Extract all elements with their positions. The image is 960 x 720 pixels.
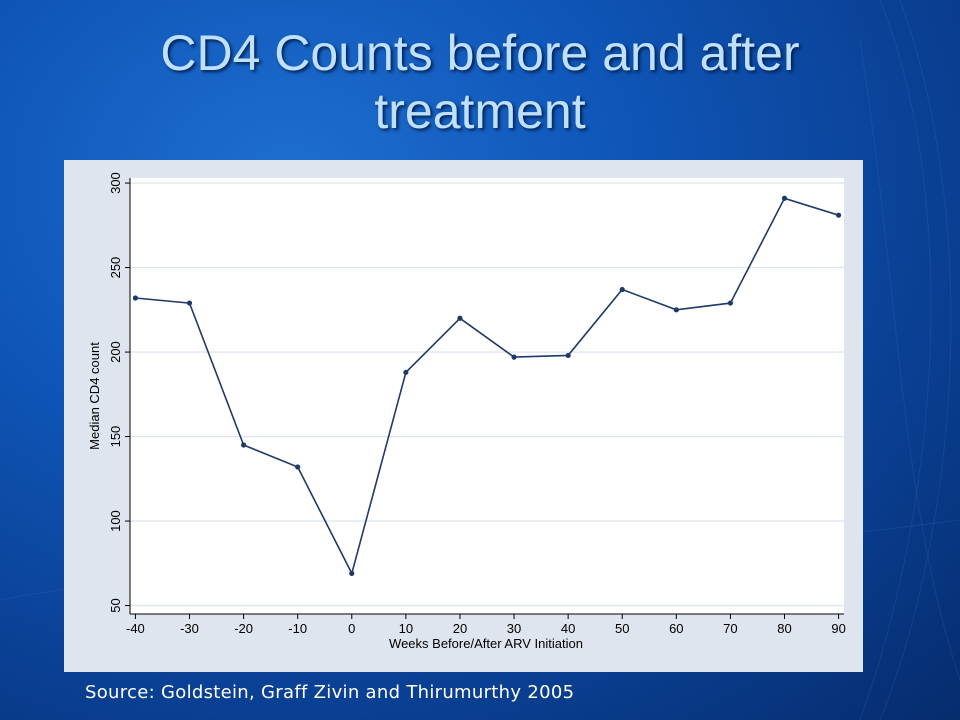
data-point bbox=[835, 212, 842, 218]
x-tick-label: 0 bbox=[348, 621, 355, 636]
x-tick-label: 20 bbox=[453, 621, 467, 636]
slide-title: CD4 Counts before and after treatment bbox=[60, 24, 900, 140]
y-tick-label: 100 bbox=[108, 510, 123, 532]
data-point bbox=[403, 369, 409, 375]
y-tick-label: 200 bbox=[108, 341, 123, 363]
data-point bbox=[349, 570, 355, 577]
data-point bbox=[457, 315, 463, 321]
y-axis-label: Median CD4 count bbox=[87, 342, 102, 450]
data-point bbox=[240, 442, 247, 448]
x-tick-label: 90 bbox=[831, 621, 845, 636]
x-tick-label: 40 bbox=[561, 621, 575, 636]
source-citation: Source: Goldstein, Graff Zivin and Thiru… bbox=[85, 682, 575, 703]
series-line bbox=[135, 197, 839, 576]
y-tick-label: 300 bbox=[108, 172, 123, 194]
x-tick-label: 70 bbox=[723, 621, 737, 636]
data-point bbox=[781, 195, 788, 201]
x-tick-label: 30 bbox=[507, 621, 521, 636]
cd4-line-chart: 50 100 150 200 250 300 -40 -30 -20 -10 0 10 20 30 40 5… bbox=[87, 172, 846, 651]
data-point bbox=[295, 464, 301, 470]
x-tick-label: 60 bbox=[669, 621, 683, 636]
x-tick-label: -30 bbox=[180, 621, 199, 636]
slide-title-line1: CD4 Counts before and after bbox=[160, 25, 800, 81]
x-tick-label: 50 bbox=[615, 621, 629, 636]
data-point bbox=[132, 295, 139, 301]
y-tick-label: 150 bbox=[108, 426, 123, 448]
grid-lines bbox=[130, 182, 844, 607]
x-axis-ticks: -40 -30 -20 -10 0 10 20 30 40 50 60 70 80 90 bbox=[126, 614, 846, 636]
data-point bbox=[186, 300, 193, 306]
chart-panel: 50 100 150 200 250 300 -40 -30 -20 -10 0 10 20 30 40 5… bbox=[64, 160, 863, 672]
x-tick-label: 80 bbox=[777, 621, 791, 636]
y-tick-label: 250 bbox=[108, 257, 123, 279]
x-tick-label: 10 bbox=[399, 621, 413, 636]
data-point bbox=[511, 354, 517, 360]
y-tick-label: 50 bbox=[108, 598, 123, 612]
y-axis-ticks: 50 100 150 200 250 300 bbox=[108, 172, 130, 613]
data-point bbox=[619, 286, 625, 293]
data-point bbox=[565, 352, 571, 359]
slide-title-line2: treatment bbox=[374, 83, 586, 139]
x-axis-label: Weeks Before/After ARV Initiation bbox=[389, 636, 583, 651]
x-tick-label: -10 bbox=[288, 621, 307, 636]
plot-area bbox=[130, 178, 844, 614]
data-point bbox=[727, 300, 734, 306]
data-point bbox=[673, 307, 679, 313]
x-tick-label: -40 bbox=[126, 621, 145, 636]
x-tick-label: -20 bbox=[234, 621, 253, 636]
data-points bbox=[132, 195, 842, 577]
